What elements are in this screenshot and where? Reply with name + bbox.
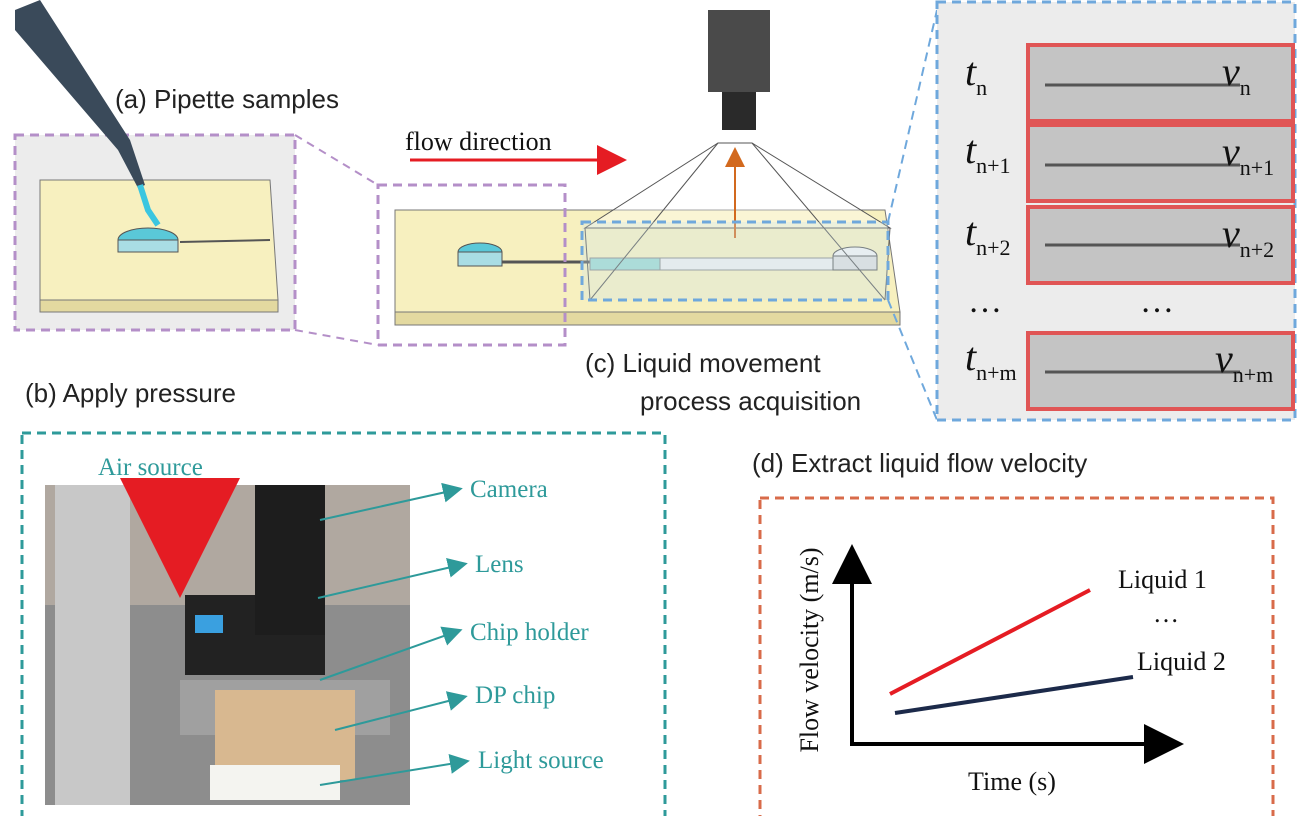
- text: v: [1222, 129, 1240, 174]
- shape: [888, 10, 937, 222]
- text: n+2: [976, 235, 1010, 260]
- text: n: [1240, 75, 1251, 100]
- text: v: [1222, 211, 1240, 256]
- text: n: [976, 75, 987, 100]
- shape: [888, 300, 937, 420]
- shape: [395, 312, 900, 325]
- annotation: Chip holder: [470, 619, 589, 646]
- shape: [210, 765, 340, 800]
- shape: [295, 135, 378, 185]
- panel-label: (a) Pipette samples: [115, 84, 339, 114]
- chip-edge: [40, 300, 278, 312]
- view-cone: [585, 143, 890, 228]
- line-label: Liquid 1: [1118, 565, 1207, 594]
- text: v: [1215, 336, 1233, 381]
- shape: [722, 92, 756, 130]
- annotation: Lens: [475, 551, 524, 578]
- y-axis-label: Flow velocity (m/s): [795, 547, 824, 752]
- panel-label: process acquisition: [640, 386, 861, 416]
- text: n+2: [1240, 237, 1274, 262]
- shape: [195, 615, 223, 633]
- x-axis-label: Time (s): [968, 767, 1056, 796]
- shape: [295, 330, 378, 345]
- panel-label: (c) Liquid movement: [585, 348, 821, 378]
- annotation: DP chip: [475, 682, 555, 709]
- text: n+m: [1233, 362, 1274, 387]
- capture-box: [582, 222, 888, 300]
- text: v: [1222, 49, 1240, 94]
- line-label: …: [1153, 599, 1179, 628]
- text: n+1: [976, 153, 1010, 178]
- panel-label: (d) Extract liquid flow velocity: [752, 448, 1087, 478]
- ellipsis: …: [968, 283, 1002, 320]
- flow-label: flow direction: [405, 127, 552, 156]
- text: n+1: [1240, 155, 1274, 180]
- panel-label: (b) Apply pressure: [25, 378, 236, 408]
- annotation: Light source: [478, 747, 604, 774]
- well-wall: [118, 240, 178, 252]
- shape: [55, 485, 130, 805]
- annotation: Camera: [470, 476, 548, 503]
- shape: [1028, 45, 1293, 121]
- line: [890, 590, 1090, 694]
- annotation: Air source: [98, 454, 203, 481]
- text: n+m: [976, 360, 1017, 385]
- figure: (a) Pipette samples flow direction tn vn: [0, 0, 1297, 816]
- camera: [708, 10, 770, 92]
- line: [895, 677, 1133, 713]
- shape: [458, 252, 502, 266]
- ellipsis: …: [1140, 283, 1174, 320]
- shape: [255, 485, 325, 635]
- line-label: Liquid 2: [1137, 647, 1226, 676]
